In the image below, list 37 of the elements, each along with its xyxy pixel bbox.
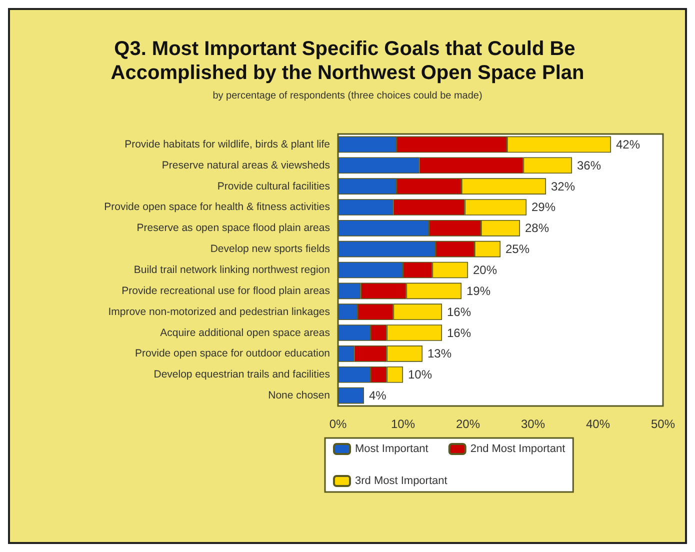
x-tick-label: 40% xyxy=(586,417,610,431)
y-tick-label: Provide recreational use for flood plain areas xyxy=(122,284,330,297)
x-tick-label: 50% xyxy=(650,417,676,431)
y-tick-label: Provide open space for health & fitness activities xyxy=(104,201,330,214)
chart-title: Q3. Most Important Specific Goals that Could Be Accomplished by the Northwest Open Space Plan xyxy=(110,38,584,84)
total-label: 16% xyxy=(447,304,472,319)
y-tick-label: Develop equestrian trails and facilities xyxy=(154,368,330,381)
total-label: 16% xyxy=(447,326,472,340)
x-tick-label: 0% xyxy=(329,417,347,431)
total-label: 25% xyxy=(506,242,530,256)
x-tick-label: 20% xyxy=(456,417,480,431)
y-tick-label: Provide habitats for wildlife, birds & plant life xyxy=(124,138,330,150)
total-label: 10% xyxy=(408,368,432,382)
y-tick-label: Build trail network linking northwest region xyxy=(134,264,330,276)
y-tick-label: Preserve natural areas & viewsheds xyxy=(162,159,330,172)
y-tick-label: Acquire additional open space areas xyxy=(160,326,330,339)
total-label: 32% xyxy=(551,179,576,194)
legend-label: 2nd Most Important xyxy=(470,443,566,455)
y-tick-label: Provide cultural facilities xyxy=(217,180,330,192)
y-tick-label: None chosen xyxy=(268,390,330,402)
legend-label: Most Important xyxy=(355,443,428,455)
y-tick-label: Develop new sports fields xyxy=(210,243,330,256)
total-label: 42% xyxy=(616,137,640,152)
y-tick-label: Preserve as open space flood plain areas xyxy=(136,222,330,234)
total-label: 20% xyxy=(473,263,498,277)
total-label: 4% xyxy=(369,388,387,403)
total-label: 28% xyxy=(525,221,550,236)
legend-label: 3rd Most Important xyxy=(355,475,448,487)
x-tick-label: 10% xyxy=(390,417,416,431)
total-label: 13% xyxy=(428,346,452,361)
x-tick-label: 30% xyxy=(520,417,546,431)
chart-subtitle: by percentage of respondents (three choices could be made) xyxy=(212,90,482,102)
total-label: 36% xyxy=(577,158,602,172)
total-label: 29% xyxy=(532,200,556,214)
y-tick-label: Improve non-motorized and pedestrian linkages xyxy=(108,306,330,318)
total-label: 19% xyxy=(466,284,491,298)
y-tick-label: Provide open space for outdoor education xyxy=(135,348,330,360)
